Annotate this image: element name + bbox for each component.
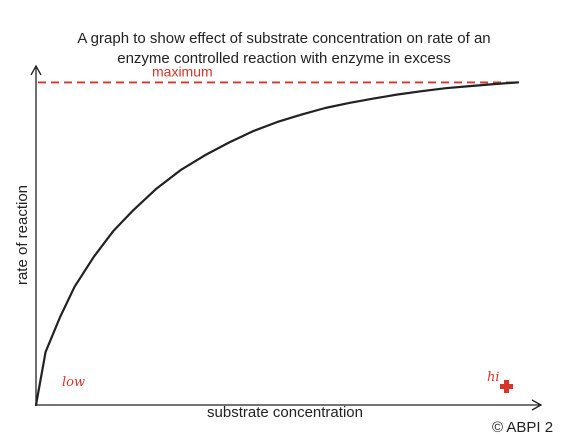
handwritten-high-text: hi (487, 370, 500, 385)
handwritten-high: hi (487, 370, 513, 393)
axes (30, 64, 543, 411)
y-axis-arrowhead (30, 64, 42, 76)
handwritten-low: low (62, 375, 85, 390)
x-axis-arrowhead (531, 399, 543, 411)
maximum-label: maximum (152, 63, 213, 79)
y-axis-label: rate of reaction (14, 185, 31, 285)
handwritten-low-text: low (62, 375, 85, 390)
chart-title-line1: A graph to show effect of substrate conc… (77, 30, 490, 47)
chart-title-line2: enzyme controlled reaction with enzyme i… (117, 50, 451, 67)
plus-icon (500, 380, 513, 393)
copyright-text: © ABPI 2 (492, 419, 553, 435)
x-axis-label: substrate concentration (207, 404, 363, 421)
series-line-0 (34, 81, 520, 407)
